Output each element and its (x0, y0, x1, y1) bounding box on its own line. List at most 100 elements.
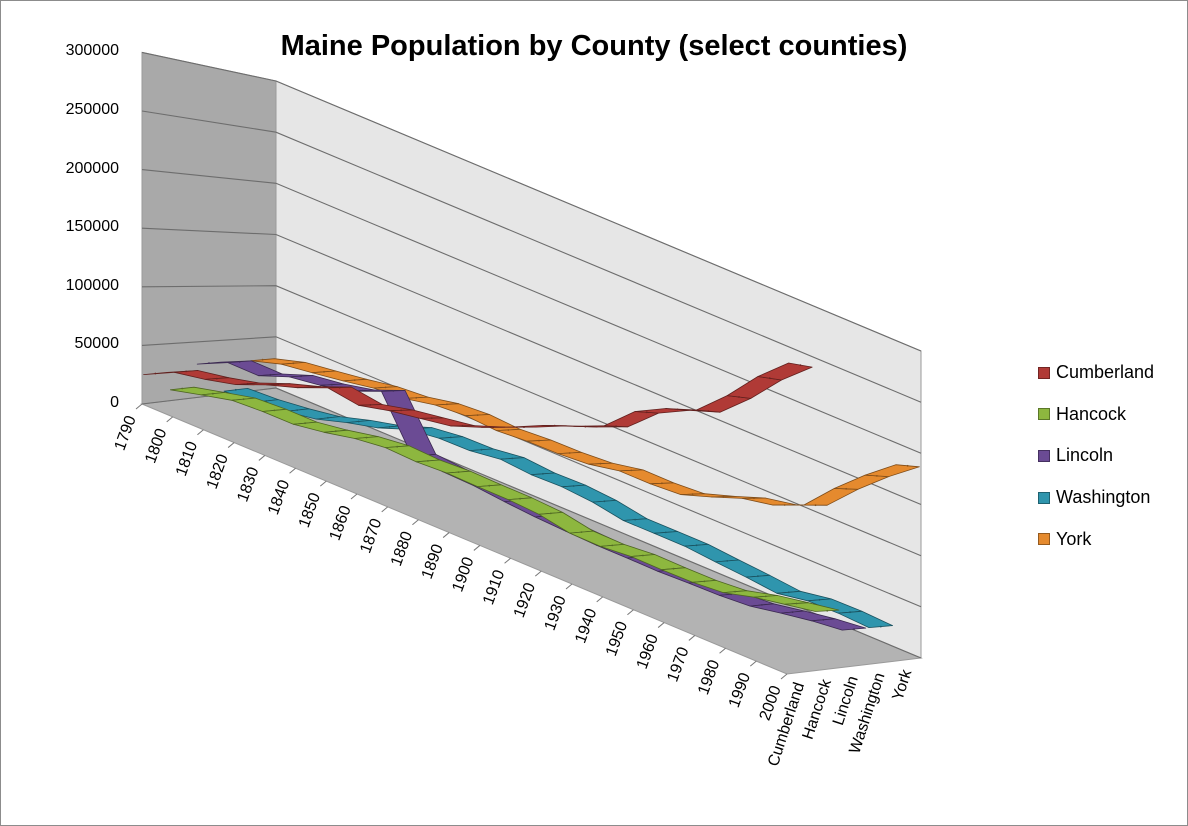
data-point-cumberland (430, 417, 433, 419)
x-tick-label: 1840 (265, 478, 293, 517)
gridline (141, 169, 922, 454)
legend-label: Cumberland (1056, 362, 1155, 383)
data-point-washington (757, 575, 759, 578)
x-tick-mark (627, 609, 634, 616)
data-point-washington (818, 598, 821, 601)
data-point-lincoln (392, 390, 395, 392)
data-point-washington (634, 518, 636, 521)
x-tick-mark (381, 506, 389, 513)
data-point-washington (234, 388, 237, 391)
x-tick-mark (780, 673, 788, 680)
x-tick-mark (412, 519, 419, 526)
data-point-lincoln (761, 604, 763, 606)
data-point-hancock (212, 392, 214, 395)
data-point-york (661, 482, 663, 485)
legend-item-hancock: Hancock (1038, 394, 1154, 436)
x-tick-label: 1970 (664, 645, 692, 684)
data-point-cumberland (799, 364, 802, 366)
x-tick-label: 1860 (327, 503, 355, 542)
data-point-lincoln (791, 611, 794, 613)
data-point-york (783, 504, 786, 506)
x-tick-mark (166, 416, 174, 423)
data-point-york (415, 396, 418, 399)
data-point-washington (603, 500, 606, 503)
data-point-cumberland (492, 426, 495, 429)
data-point-cumberland (154, 372, 157, 375)
legend-item-cumberland: Cumberland (1038, 352, 1154, 394)
x-tick-label: 1880 (388, 529, 416, 568)
data-point-york (722, 495, 725, 498)
x-tick-mark (135, 403, 143, 410)
data-point-washington (849, 611, 851, 614)
legend-swatch (1038, 533, 1050, 546)
data-point-cumberland (553, 424, 556, 427)
x-tick-label: 1900 (449, 555, 477, 594)
data-point-cumberland (523, 426, 525, 428)
data-point-cumberland (645, 411, 648, 414)
data-point-cumberland (277, 383, 280, 386)
data-point-cumberland (369, 404, 372, 406)
x-tick-mark (319, 480, 327, 487)
x-tick-label: 1910 (480, 568, 508, 607)
data-point-washington (296, 409, 299, 411)
data-point-hancock (181, 387, 184, 390)
data-point-lincoln (300, 375, 302, 378)
x-tick-label: 1920 (511, 581, 539, 620)
data-point-hancock (826, 609, 829, 612)
y-tick-label: 0 (110, 394, 119, 411)
data-point-lincoln (822, 618, 825, 621)
data-point-washington (388, 426, 391, 428)
data-point-hancock (242, 398, 245, 401)
x-tick-mark (473, 545, 481, 551)
data-point-lincoln (208, 362, 210, 364)
y-tick-label: 300000 (65, 42, 119, 60)
legend-label: Washington (1056, 487, 1151, 508)
gridline (141, 285, 922, 557)
x-tick-mark (258, 455, 266, 461)
data-point-york (446, 403, 448, 406)
data-point-york (384, 386, 387, 389)
data-point-york (814, 504, 817, 507)
x-tick-mark (749, 660, 757, 667)
data-point-hancock (672, 567, 675, 570)
x-tick-mark (565, 583, 573, 590)
legend-swatch (1038, 449, 1050, 462)
legend-label: York (1056, 528, 1092, 549)
data-point-lincoln (238, 360, 241, 363)
legend-item-washington: Washington (1038, 477, 1154, 519)
x-tick-label: 1810 (173, 439, 201, 478)
x-tick-label: 1980 (695, 658, 723, 697)
y-tick-label: 50000 (74, 335, 120, 353)
data-point-york (906, 464, 909, 467)
data-point-hancock (396, 445, 399, 448)
data-point-cumberland (768, 377, 771, 380)
x-tick-mark (197, 429, 204, 436)
x-tick-label: 1890 (419, 542, 447, 581)
data-point-washington (879, 625, 882, 628)
data-point-washington (572, 485, 575, 487)
data-point-york (507, 429, 510, 431)
data-point-york (261, 358, 264, 361)
y-tick-label: 150000 (65, 218, 119, 236)
data-point-washington (511, 457, 514, 460)
y-tick-label: 200000 (65, 159, 119, 177)
data-point-washington (265, 400, 268, 402)
data-point-york (753, 497, 755, 500)
series-cumberland (143, 362, 813, 429)
gridline (141, 51, 922, 352)
x-tick-label: 1960 (634, 632, 662, 671)
x-tick-label: 1820 (204, 452, 232, 491)
data-point-hancock (457, 471, 460, 473)
data-point-hancock (734, 590, 736, 593)
x-tick-mark (596, 596, 604, 603)
data-point-washington (480, 448, 483, 451)
line-segment-cumberland (757, 362, 813, 381)
data-point-cumberland (308, 386, 310, 389)
y-tick-label: 100000 (65, 276, 119, 294)
gridline (141, 387, 922, 659)
x-tick-mark (504, 557, 511, 564)
line-segment-york (864, 464, 920, 478)
legend-label: Lincoln (1056, 445, 1114, 466)
legend: Cumberland Hancock Lincoln Washington York (1038, 352, 1154, 560)
